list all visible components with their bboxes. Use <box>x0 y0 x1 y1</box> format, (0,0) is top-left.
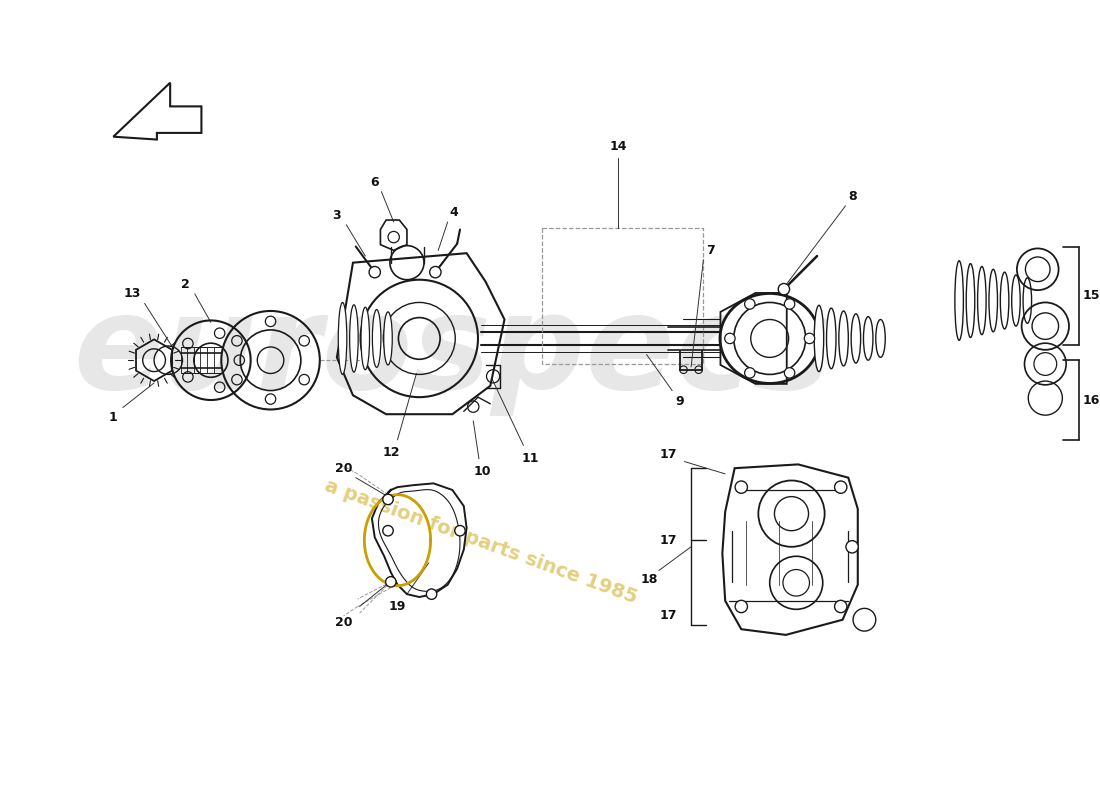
Ellipse shape <box>1023 278 1032 323</box>
Text: 12: 12 <box>382 446 399 458</box>
Text: 6: 6 <box>371 176 380 189</box>
Ellipse shape <box>839 311 848 366</box>
Circle shape <box>735 481 747 494</box>
Text: 2: 2 <box>180 278 189 291</box>
Ellipse shape <box>350 305 359 372</box>
Ellipse shape <box>978 266 986 334</box>
Ellipse shape <box>966 264 975 338</box>
Circle shape <box>370 266 381 278</box>
Ellipse shape <box>955 261 964 340</box>
Circle shape <box>454 526 465 536</box>
Text: eurospecs: eurospecs <box>73 289 832 416</box>
Circle shape <box>386 577 396 587</box>
Circle shape <box>846 541 858 553</box>
Text: 20: 20 <box>334 616 352 629</box>
Ellipse shape <box>384 312 393 365</box>
Ellipse shape <box>864 317 873 360</box>
Text: 17: 17 <box>660 449 678 462</box>
Ellipse shape <box>1000 272 1009 329</box>
Ellipse shape <box>1012 275 1020 326</box>
Ellipse shape <box>814 306 824 371</box>
Circle shape <box>430 266 441 278</box>
Circle shape <box>735 600 747 613</box>
Text: 11: 11 <box>521 452 539 466</box>
Text: 18: 18 <box>640 574 658 586</box>
Text: 4: 4 <box>450 206 459 219</box>
Text: 15: 15 <box>1084 290 1100 302</box>
Circle shape <box>383 526 393 536</box>
Ellipse shape <box>373 310 381 367</box>
Circle shape <box>835 600 847 613</box>
Text: 19: 19 <box>388 600 406 613</box>
Ellipse shape <box>826 308 836 369</box>
Circle shape <box>745 298 755 309</box>
Circle shape <box>835 481 847 494</box>
Ellipse shape <box>989 270 998 332</box>
Text: 13: 13 <box>123 287 141 301</box>
Text: 20: 20 <box>334 462 352 474</box>
Ellipse shape <box>876 319 886 358</box>
Circle shape <box>725 334 735 344</box>
Circle shape <box>383 494 393 505</box>
Text: 8: 8 <box>848 190 857 203</box>
Ellipse shape <box>851 314 860 363</box>
Circle shape <box>778 283 790 295</box>
Ellipse shape <box>339 302 346 374</box>
Text: a passion for parts since 1985: a passion for parts since 1985 <box>322 477 640 608</box>
Ellipse shape <box>720 294 820 383</box>
Text: 14: 14 <box>609 140 627 153</box>
Ellipse shape <box>361 307 370 370</box>
Text: 17: 17 <box>660 610 678 622</box>
Text: 17: 17 <box>660 534 678 546</box>
Circle shape <box>784 368 795 378</box>
Text: 9: 9 <box>675 395 684 408</box>
Circle shape <box>745 368 755 378</box>
Text: 16: 16 <box>1084 394 1100 406</box>
Text: 10: 10 <box>474 465 492 478</box>
Circle shape <box>427 589 437 599</box>
Text: 3: 3 <box>332 209 341 222</box>
Text: 1: 1 <box>109 410 118 423</box>
Text: 7: 7 <box>706 244 714 257</box>
Circle shape <box>784 298 795 309</box>
Circle shape <box>804 334 815 344</box>
